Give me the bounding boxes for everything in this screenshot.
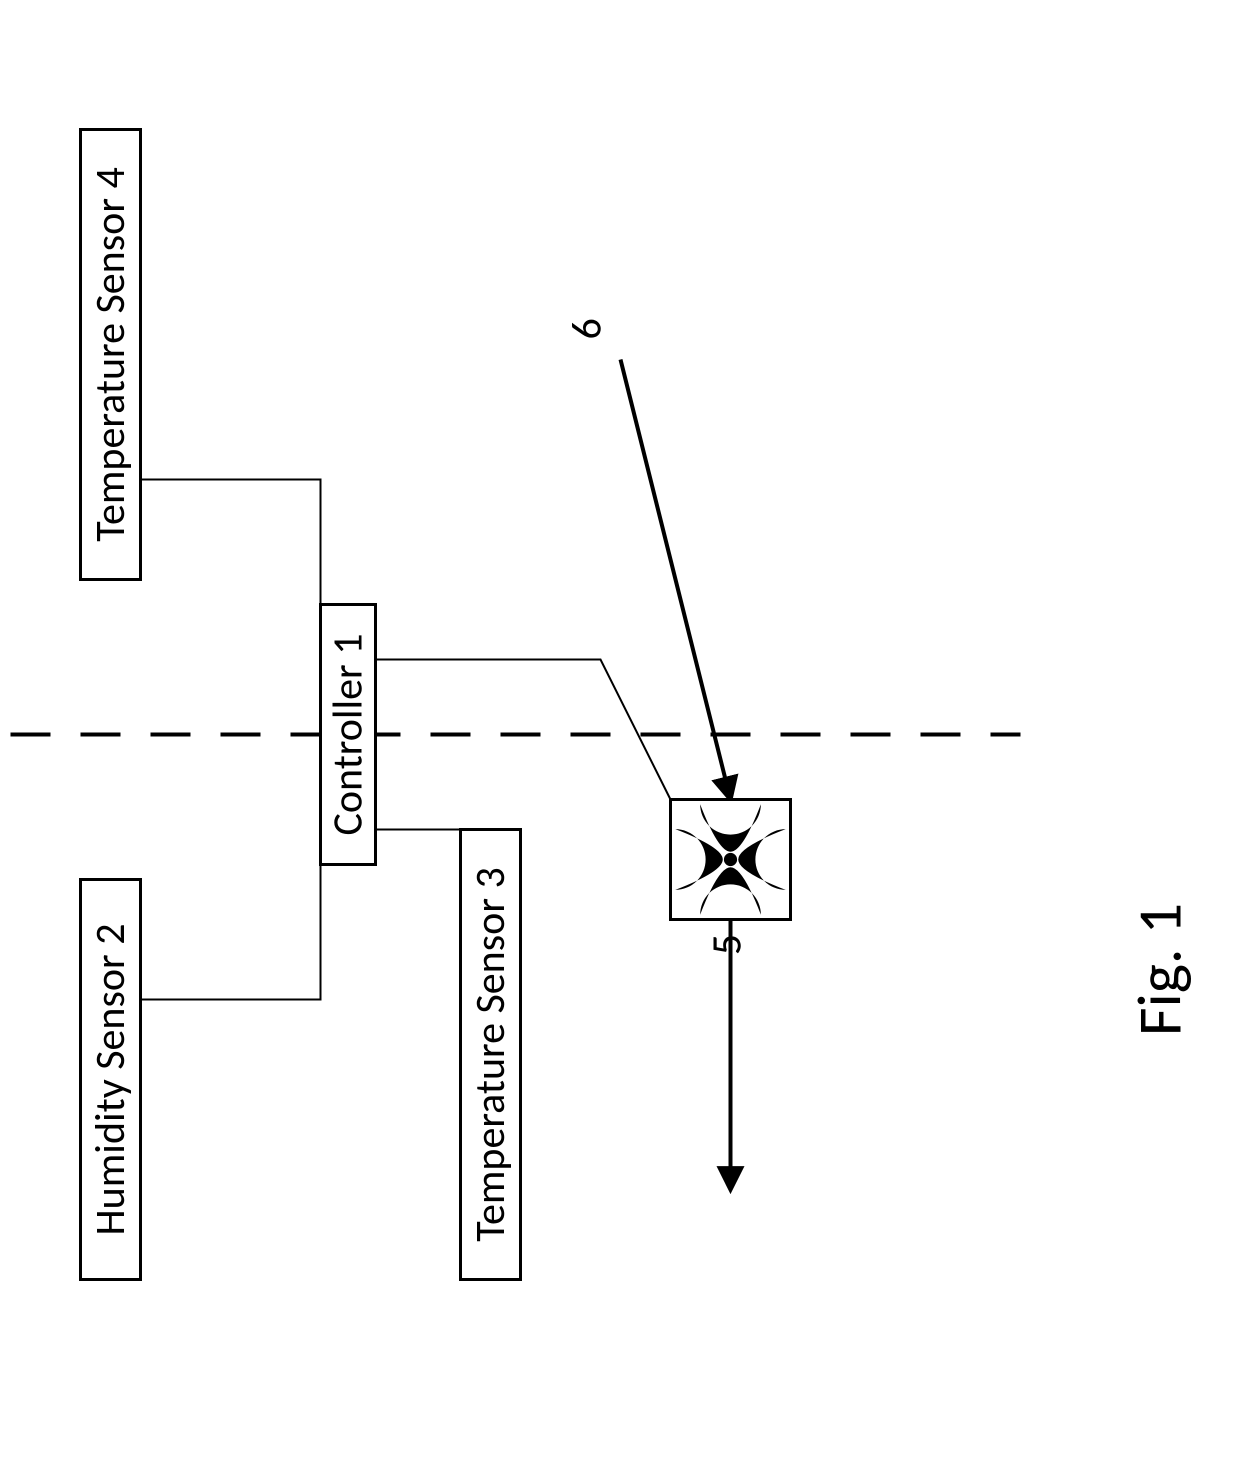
node-temperature-sensor-4: Temperature Sensor 4 <box>81 130 141 580</box>
label-6: 6 <box>562 318 613 339</box>
node-label-humidity-sensor-2: Humidity Sensor 2 <box>85 924 136 1236</box>
header-evaluation-environment: Evaluation Environment <box>0 232 4 676</box>
edge-e-ctrl-fan <box>376 660 671 800</box>
node-label-temperature-sensor-3: Temperature Sensor 3 <box>465 867 516 1242</box>
header-control-environment: Control Environment <box>0 860 4 1248</box>
edge-e-t4-ctrl <box>141 480 321 605</box>
node-temperature-sensor-3: Temperature Sensor 3 <box>461 830 521 1280</box>
node-fan-5 <box>671 800 791 920</box>
figure-root: Control Environment Evaluation Environmen… <box>0 130 1198 1280</box>
node-humidity-sensor-2: Humidity Sensor 2 <box>81 880 141 1280</box>
node-label-controller-1: Controller 1 <box>323 633 374 835</box>
label-5: 5 <box>702 934 753 955</box>
node-controller-1: Controller 1 <box>321 605 376 865</box>
edge-e-hum-ctrl <box>141 865 321 1000</box>
fan-hub-icon <box>724 853 737 866</box>
figure-caption: Fig. 1 <box>1122 903 1198 1036</box>
node-label-temperature-sensor-4: Temperature Sensor 4 <box>85 167 136 542</box>
